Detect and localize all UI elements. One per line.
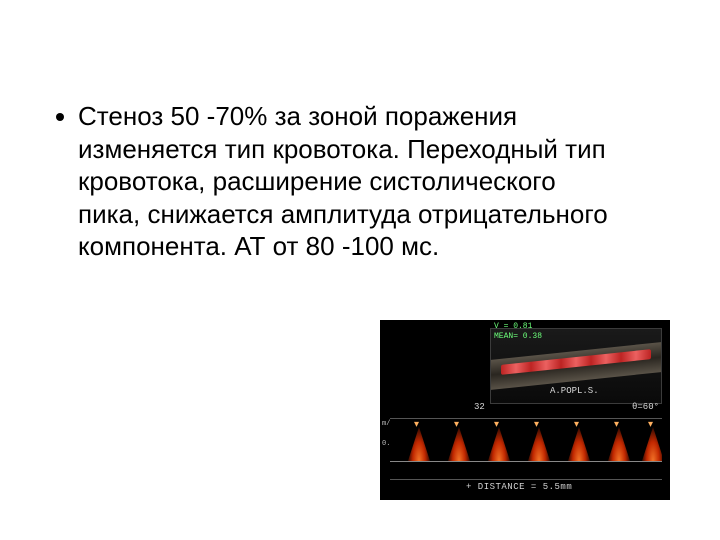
bullet-marker (56, 113, 64, 121)
spectral-doppler-strip: ▾ ▾ ▾ ▾ ▾ ▾ ▾ (390, 418, 662, 480)
baseline (390, 461, 662, 462)
waveform-peak (642, 427, 662, 461)
waveform-peak (448, 427, 470, 461)
left-code: 32 (474, 402, 485, 412)
peak-marker-icon: ▾ (648, 419, 653, 430)
peak-marker-icon: ▾ (574, 419, 579, 430)
bullet-text: Стеноз 50 -70% за зоной поражения изменя… (78, 100, 616, 263)
peak-marker-icon: ▾ (614, 419, 619, 430)
waveform-peak (568, 427, 590, 461)
waveform-peak (528, 427, 550, 461)
peak-marker-icon: ▾ (494, 419, 499, 430)
ultrasound-figure: V = 0.81 MEAN= 0.38 A.POPL.S. 32 θ=60° m… (380, 320, 670, 500)
slide: Стеноз 50 -70% за зоной поражения изменя… (0, 0, 720, 540)
distance-readout: + DISTANCE = 5.5mm (466, 482, 572, 492)
waveform-peak (608, 427, 630, 461)
waveform-peak (408, 427, 430, 461)
vessel-label: A.POPL.S. (550, 386, 599, 396)
waveform-peak (488, 427, 510, 461)
peak-marker-icon: ▾ (534, 419, 539, 430)
peak-marker-icon: ▾ (414, 419, 419, 430)
angle-label: θ=60° (632, 402, 659, 412)
peak-marker-icon: ▾ (454, 419, 459, 430)
bullet-block: Стеноз 50 -70% за зоной поражения изменя… (56, 100, 616, 263)
bullet-row: Стеноз 50 -70% за зоной поражения изменя… (56, 100, 616, 263)
